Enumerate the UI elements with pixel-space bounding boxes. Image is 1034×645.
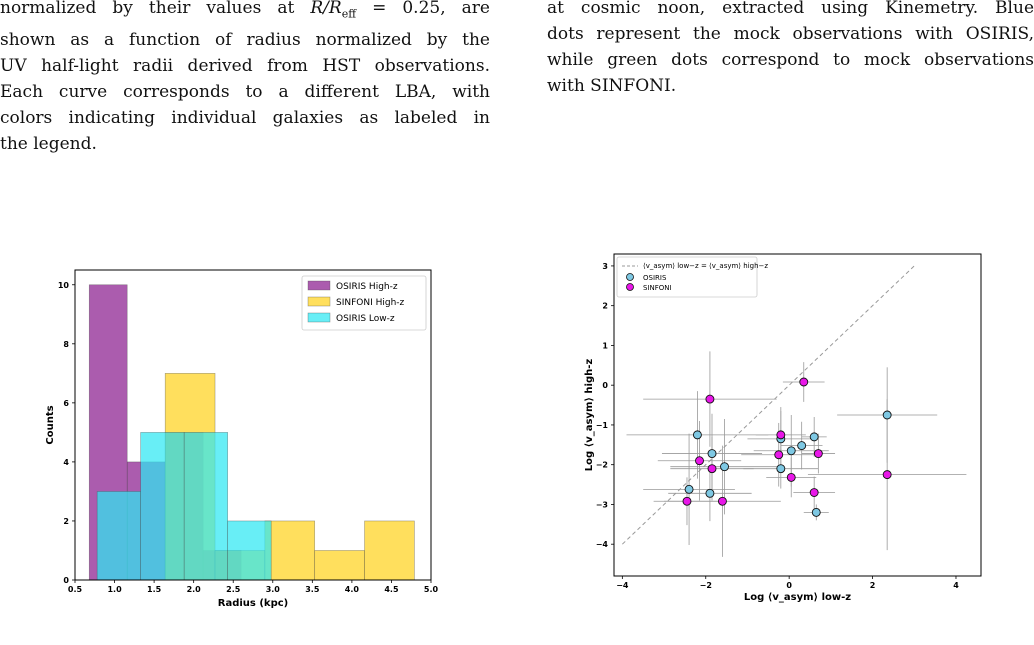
caption-line: Each curve corresponds to a different LB… — [0, 82, 490, 103]
data-point — [720, 462, 729, 472]
y-tick-label: 0 — [602, 381, 608, 390]
x-tick-label: −4 — [616, 581, 629, 590]
legend-swatch — [307, 280, 331, 291]
x-axis-label: Radius (kpc) — [218, 598, 288, 609]
math-ratio: R/R — [310, 0, 342, 18]
caption-line-tail: = 0.25, are — [356, 0, 490, 18]
x-tick-label: 2.0 — [187, 585, 202, 594]
x-tick-label: 2.5 — [226, 585, 241, 594]
x-tick-label: 4.0 — [345, 585, 360, 594]
data-point — [786, 472, 796, 482]
y-tick-label: −1 — [596, 421, 609, 430]
legend-label: OSIRIS Low-z — [336, 314, 395, 324]
x-tick-label: 1.0 — [107, 585, 122, 594]
legend-label: SINFONI — [643, 284, 672, 292]
data-point — [776, 464, 786, 474]
caption-line: at cosmic noon, extracted using Kinemetr… — [547, 0, 1034, 18]
x-tick-label: 5.0 — [424, 585, 439, 594]
x-tick-label: −2 — [700, 581, 712, 590]
velocity-asymmetry-scatter-chart: −4 −2 0 2 4 −4 −3 −2 −1 0 1 2 3 Log ⟨v_asym⟩ low-z Log… — [584, 253, 982, 603]
caption-line: the legend. — [0, 134, 97, 155]
y-axis-label: Log ⟨v_asym⟩ high-z — [584, 359, 595, 472]
data-point — [776, 430, 786, 440]
data-point — [809, 488, 819, 497]
y-tick-label: 3 — [602, 262, 608, 271]
caption-line: colors indicating individual galaxies as… — [0, 108, 490, 129]
y-tick-label: 0 — [63, 576, 69, 585]
y-tick-label: −3 — [596, 500, 608, 509]
x-axis-label: Log ⟨v_asym⟩ low-z — [744, 592, 851, 603]
caption-line: UV half-light radii derived from HST obs… — [0, 56, 490, 77]
y-axis-label: Counts — [45, 405, 56, 444]
right-figure-caption: at cosmic noon, extracted using Kinemetr… — [547, 0, 1034, 99]
legend-marker — [626, 283, 634, 291]
legend-box — [616, 256, 758, 298]
x-tick-label: 3.5 — [305, 585, 320, 594]
data-point — [882, 470, 892, 480]
caption-line: while green dots correspond to mock obse… — [547, 50, 1034, 70]
data-point — [797, 441, 807, 451]
data-point — [774, 450, 784, 460]
legend-swatch — [307, 312, 331, 323]
y-tick-label: 2 — [63, 517, 69, 526]
caption-line-text: normalized by their values at R/R — [0, 0, 342, 18]
caption-line: dots represent the mock observations wit… — [547, 24, 1034, 44]
histogram-bar — [264, 520, 316, 581]
y-tick-label: −2 — [596, 461, 608, 470]
legend-marker — [626, 273, 634, 281]
legend-label: SINFONI High-z — [336, 298, 405, 308]
data-point — [882, 410, 892, 420]
legend-label: OSIRIS High-z — [336, 282, 398, 292]
data-point — [682, 496, 692, 506]
caption-line: shown as a function of radius normalized… — [0, 30, 490, 51]
x-tick-label: 1.5 — [147, 585, 162, 594]
histogram-bar — [314, 550, 365, 581]
legend-swatch — [307, 296, 331, 307]
caption-line: with SINFONI. — [547, 76, 677, 96]
y-tick-label: 1 — [602, 341, 608, 350]
data-point — [692, 430, 702, 440]
data-point — [684, 484, 694, 494]
data-point — [707, 464, 717, 474]
histogram-bar — [96, 491, 141, 581]
plot-frame — [613, 253, 982, 577]
data-point — [707, 449, 717, 459]
caption-line: normalized by their values at R/Reff = 0… — [0, 0, 490, 27]
data-point — [813, 449, 823, 459]
x-tick-label: 3.0 — [266, 585, 281, 594]
y-tick-label: −4 — [596, 540, 609, 549]
radius-histogram-chart: 0.5 1.0 1.5 2.0 2.5 3.0 3.5 4.0 4.5 5.0 0 2 4 6 8 10 Rad… — [45, 269, 439, 609]
histogram-bar — [364, 520, 415, 581]
data-point — [799, 377, 809, 387]
histogram-bar — [183, 432, 228, 581]
identity-line — [621, 265, 915, 545]
x-tick-label: 4 — [953, 581, 959, 590]
data-point — [809, 432, 819, 442]
y-tick-label: 4 — [63, 458, 69, 467]
legend-label: OSIRIS — [643, 274, 667, 282]
legend-line-label: ⟨v_asym⟩ low−z = ⟨v_asym⟩ high−z — [643, 262, 768, 270]
y-tick-label: 10 — [58, 281, 70, 290]
data-point — [695, 456, 704, 466]
data-point — [705, 488, 715, 498]
data-point — [705, 394, 715, 404]
x-tick-label: 0.5 — [68, 585, 83, 594]
data-point — [786, 446, 796, 456]
histogram-bar — [227, 520, 272, 581]
eff-subscript: eff — [341, 7, 357, 21]
data-point — [811, 507, 821, 517]
left-figure-caption: normalized by their values at R/Reff = 0… — [0, 0, 490, 157]
y-tick-label: 6 — [63, 399, 69, 408]
histogram-bar — [140, 432, 185, 581]
x-tick-label: 2 — [870, 581, 876, 590]
x-tick-label: 0 — [786, 581, 792, 590]
y-tick-label: 8 — [63, 340, 69, 349]
data-point — [717, 496, 727, 506]
y-tick-label: 2 — [602, 302, 608, 311]
legend-box — [301, 275, 427, 331]
plot-frame — [74, 269, 432, 581]
x-tick-label: 4.5 — [384, 585, 399, 594]
